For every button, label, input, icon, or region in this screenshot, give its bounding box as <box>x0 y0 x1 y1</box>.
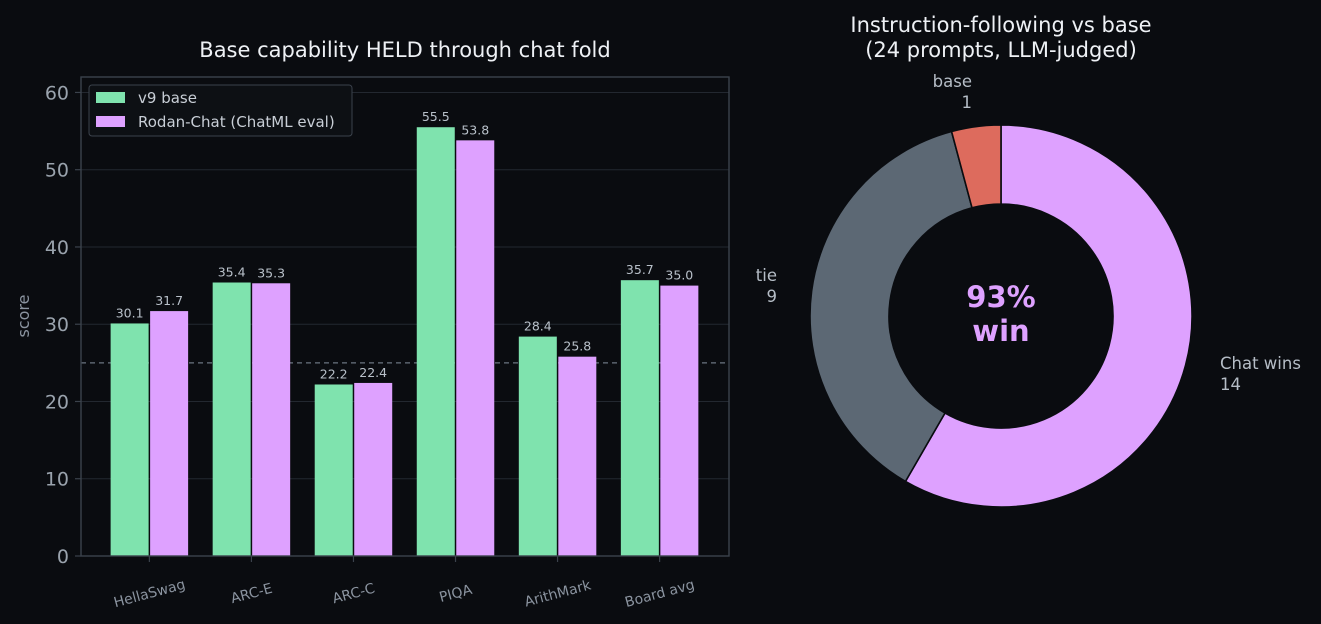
x-tick-label: Board avg <box>623 577 696 611</box>
bars <box>110 127 699 556</box>
bar-chat <box>660 285 699 556</box>
donut-slices <box>809 124 1193 508</box>
legend-swatch-base <box>96 92 125 103</box>
y-tick-label: 10 <box>45 469 69 491</box>
bar-chat <box>354 382 393 556</box>
x-tick-label: ARC-E <box>229 581 274 607</box>
bar-value-label: 22.4 <box>359 365 387 380</box>
bar-chat <box>252 283 291 556</box>
slice-label-tie: tie 9 <box>756 266 777 306</box>
bar-chart: Base capability HELD through chat fold 3… <box>14 38 730 611</box>
bar-base <box>212 282 251 556</box>
bar-value-label: 35.7 <box>626 262 654 277</box>
slice-label-base-name: base <box>933 72 972 91</box>
x-tick-label: ARC-C <box>331 581 377 608</box>
donut-center-percent: 93% <box>966 280 1035 314</box>
x-axis-ticks: HellaSwag ARC-E ARC-C PIQA ArithMark Board av… <box>112 556 696 611</box>
legend-box <box>88 84 353 137</box>
slice-label-tie-name: tie <box>756 266 777 285</box>
y-tick-label: 20 <box>45 391 69 413</box>
slice-label-base-value: 1 <box>962 93 973 112</box>
slice-base <box>950 124 1002 209</box>
bar-value-label: 31.7 <box>155 293 183 308</box>
bar-value-labels: 30.1 31.7 35.4 35.3 22.2 22.4 55.5 53.8 28.4 25.8… <box>116 109 694 381</box>
bar-base <box>416 127 455 556</box>
y-tick-label: 40 <box>45 237 69 259</box>
y-tick-label: 60 <box>45 82 69 104</box>
bar-value-label: 22.2 <box>320 366 348 381</box>
y-tick-label: 0 <box>57 546 69 568</box>
bar-base <box>620 280 659 556</box>
bar-base <box>314 384 353 556</box>
legend: v9 base Rodan-Chat (ChatML eval) <box>88 84 353 137</box>
bar-value-label: 35.4 <box>218 265 246 280</box>
bar-chart-title: Base capability HELD through chat fold <box>199 38 610 62</box>
slice-label-chat-wins-name: Chat wins <box>1220 354 1301 373</box>
slice-tie <box>809 130 973 483</box>
bar-value-label: 35.0 <box>665 268 693 283</box>
donut-chart-title-line1: Instruction-following vs base <box>850 13 1151 37</box>
x-tick-label: HellaSwag <box>112 577 187 611</box>
bar-chat <box>558 356 597 556</box>
x-tick-label: ArithMark <box>523 577 594 610</box>
bar-value-label: 25.8 <box>563 339 591 354</box>
bar-chat <box>150 311 189 556</box>
y-axis-ticks: 0 10 20 30 40 50 60 <box>45 82 81 568</box>
bar-chat <box>456 140 495 556</box>
donut-center-label: win <box>972 314 1029 348</box>
donut-chart: Instruction-following vs base (24 prompt… <box>756 13 1301 508</box>
y-tick-label: 50 <box>45 160 69 182</box>
bar-value-label: 53.8 <box>461 122 489 137</box>
y-tick-label: 30 <box>45 314 69 336</box>
bar-base <box>110 323 149 556</box>
legend-label-base: v9 base <box>138 89 197 107</box>
bar-value-label: 35.3 <box>257 265 285 280</box>
legend-swatch-chat <box>96 116 125 127</box>
donut-chart-title-line2: (24 prompts, LLM-judged) <box>865 38 1137 62</box>
x-tick-label: PIQA <box>438 582 475 606</box>
slice-label-chat-wins-value: 14 <box>1220 375 1241 394</box>
plot-frame <box>80 76 730 557</box>
slice-chat-wins <box>904 124 1193 508</box>
bar-value-label: 30.1 <box>116 305 144 320</box>
bar-value-label: 28.4 <box>524 319 552 334</box>
slice-label-base: base 1 <box>933 72 972 112</box>
slice-label-tie-value: 9 <box>767 287 778 306</box>
y-axis-label: score <box>14 295 33 338</box>
slice-label-chat-wins: Chat wins 14 <box>1220 354 1301 394</box>
bar-base <box>518 336 557 556</box>
legend-label-chat: Rodan-Chat (ChatML eval) <box>138 113 335 131</box>
bar-value-label: 55.5 <box>422 109 450 124</box>
